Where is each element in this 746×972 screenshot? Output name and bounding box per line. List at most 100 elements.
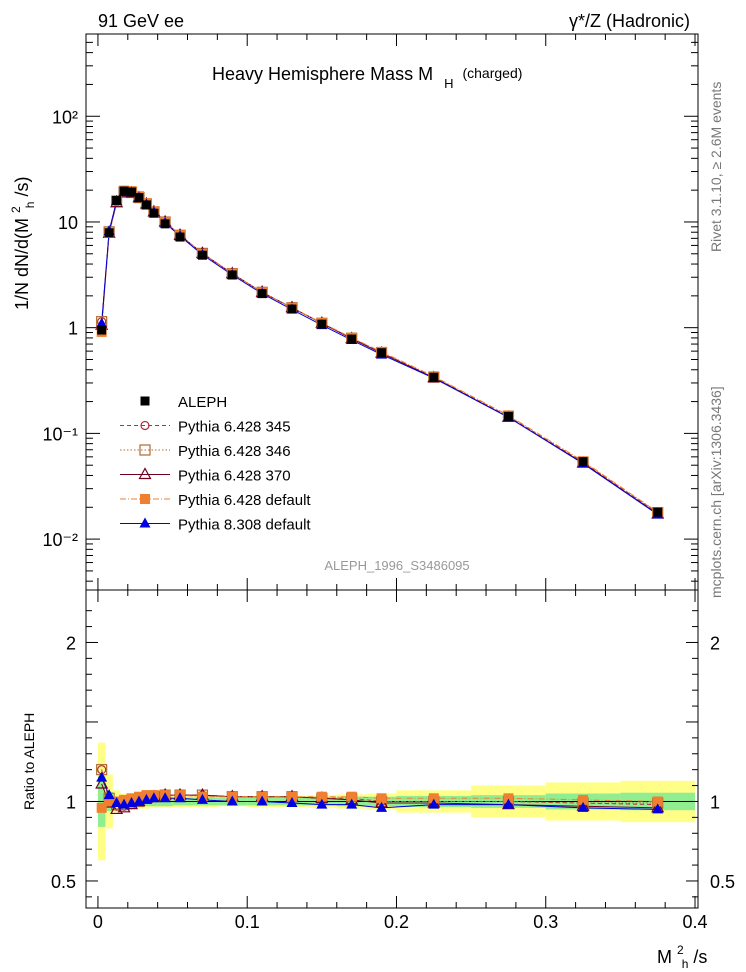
- header-left: 91 GeV ee: [98, 11, 184, 31]
- ratio-point-4: [196, 793, 208, 804]
- y-axis-label-sup: 2: [9, 206, 23, 213]
- data-point: [653, 507, 663, 517]
- ratio-point-3: [96, 802, 107, 813]
- ratio-point-4: [376, 801, 388, 812]
- legend-label-1: Pythia 6.428 345: [178, 419, 291, 436]
- ratio-point-3: [652, 796, 663, 807]
- rivet-label: Rivet 3.1.10, ≥ 2.6M events: [708, 82, 724, 252]
- x-axis-label: M 2 h /s: [657, 938, 707, 972]
- data-point: [119, 186, 129, 196]
- series-markers: [95, 185, 665, 815]
- y-tick-label: 10: [58, 213, 78, 233]
- y-tick-label: 10²: [52, 107, 78, 127]
- ratio-point-3: [428, 793, 439, 804]
- legend-marker-0: [140, 396, 150, 406]
- x-tick-label: 0: [93, 912, 103, 932]
- legend-marker-3: [138, 467, 152, 480]
- chart-title: Heavy Hemisphere Mass M H (charged): [212, 64, 522, 92]
- ratio-point-3: [503, 793, 514, 804]
- ratio-point-4: [346, 798, 358, 809]
- ratio-point-4: [577, 801, 589, 812]
- legend-label-3: Pythia 6.428 370: [178, 468, 291, 485]
- ratio-point-2: [95, 776, 109, 789]
- chart-title-main: Heavy Hemisphere Mass M: [212, 64, 433, 84]
- x-tick-label: 0.1: [235, 912, 260, 932]
- y-axis-label-tail: /s): [12, 177, 32, 197]
- data-point: [197, 250, 207, 260]
- y-tick-label: 10⁻²: [42, 530, 78, 550]
- legend-marker-4: [140, 494, 150, 504]
- data-point: [127, 187, 137, 197]
- ratio-point-4: [96, 771, 108, 782]
- data-point: [578, 457, 588, 467]
- ratio-tick-label-right: 0.5: [710, 872, 735, 892]
- y-tick-label: 10⁻¹: [42, 424, 78, 444]
- y-axis-label-sub: h: [23, 202, 37, 209]
- data-point: [97, 325, 107, 335]
- chart-title-suffix: (charged): [462, 65, 522, 81]
- ratio-tick-label-left: 1: [66, 792, 76, 812]
- mcplots-label: mcplots.cern.ch [arXiv:1306.3436]: [708, 386, 724, 598]
- ratio-point-3: [346, 791, 357, 802]
- ratio-point-3: [286, 791, 297, 802]
- ratio-point-4: [502, 798, 514, 809]
- ratio-point-4: [159, 792, 171, 803]
- data-point: [347, 334, 357, 344]
- data-point: [317, 319, 327, 329]
- data-point: [134, 193, 144, 203]
- y-axis-label: 1/N dN/d(M 2 h /s): [4, 177, 38, 310]
- ratio-point-4: [174, 792, 186, 803]
- data-point: [503, 411, 513, 421]
- analysis-tag: ALEPH_1996_S3486095: [324, 558, 469, 573]
- ratio-point-4: [111, 797, 123, 808]
- x-tick-label: 0.4: [682, 912, 707, 932]
- x-axis-label-sub: h: [682, 957, 689, 971]
- x-tick-label: 0.3: [533, 912, 558, 932]
- data-point: [287, 304, 297, 314]
- legend-marker-5: [139, 517, 151, 528]
- x-axis-label-sup: 2: [677, 943, 684, 957]
- chart-title-sub: H: [444, 76, 453, 91]
- data-point: [429, 372, 439, 382]
- ratio-point-4: [428, 798, 440, 809]
- legend-label-0: ALEPH: [178, 394, 227, 411]
- data-point: [160, 219, 170, 229]
- ratio-frame: [85, 589, 699, 909]
- data-point: [112, 195, 122, 205]
- ratio-point-3: [376, 793, 387, 804]
- legend-label-2: Pythia 6.428 346: [178, 443, 291, 460]
- axis-ticks: 0 0.1 0.2 0.3 0.4 10⁻² 10⁻¹ 1 10 10² 0.5 0.5 1 1 2 2: [42, 33, 735, 932]
- data-point: [227, 270, 237, 280]
- legend-marker-2: [139, 444, 151, 456]
- y-tick-label: 1: [68, 319, 78, 339]
- x-tick-label: 0.2: [384, 912, 409, 932]
- ratio-point-3: [104, 796, 115, 807]
- legend-label-4: Pythia 6.428 default: [178, 492, 311, 509]
- ratio-point-4: [316, 798, 328, 809]
- y-axis-label-main: 1/N dN/d(M: [12, 218, 32, 310]
- ratio-y-label: Ratio to ALEPH: [21, 713, 37, 810]
- ratio-point-4: [286, 797, 298, 808]
- legend-marker-1: [140, 420, 150, 431]
- x-axis-label-main: M: [657, 947, 672, 967]
- x-axis-label-tail: /s: [693, 947, 707, 967]
- plot-frames: [85, 33, 699, 909]
- ratio-point-4: [226, 795, 238, 806]
- data-point: [141, 200, 151, 210]
- header-right: γ*/Z (Hadronic): [569, 11, 690, 31]
- data-point: [104, 228, 114, 238]
- ratio-tick-label-left: 0.5: [51, 872, 76, 892]
- data-point: [377, 348, 387, 358]
- ratio-point-3: [578, 794, 589, 805]
- legend: ALEPH Pythia 6.428 345 Pythia 6.428 346 Pyt…: [120, 394, 311, 534]
- data-point: [175, 232, 185, 242]
- ratio-tick-label-left: 2: [66, 633, 76, 653]
- ratio-point-4: [148, 792, 160, 803]
- series-point-4: [96, 317, 108, 328]
- data-point: [149, 208, 159, 218]
- ratio-point-3: [316, 791, 327, 802]
- ratio-point-4: [652, 803, 664, 814]
- ratio-tick-label-right: 1: [710, 792, 720, 812]
- data-point: [257, 289, 267, 299]
